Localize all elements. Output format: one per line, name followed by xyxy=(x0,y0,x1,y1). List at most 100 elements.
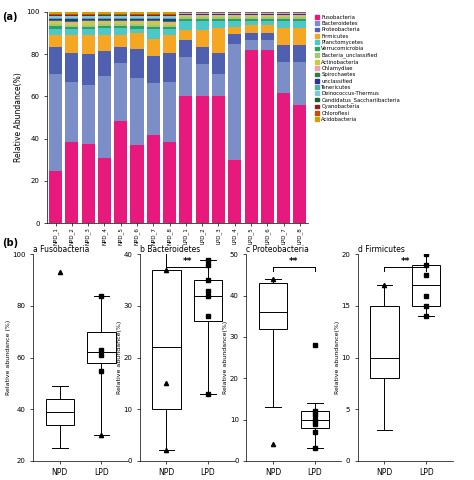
Bar xyxy=(114,14,127,15)
Bar xyxy=(179,57,192,96)
Bar xyxy=(163,21,176,22)
Bar xyxy=(194,280,222,322)
Bar xyxy=(82,23,95,24)
Bar xyxy=(212,13,225,14)
Text: b Bacteroidetes: b Bacteroidetes xyxy=(140,245,200,253)
Bar xyxy=(82,14,95,15)
Bar xyxy=(49,19,62,20)
Bar xyxy=(277,61,290,94)
Bar xyxy=(98,26,111,28)
Text: **: ** xyxy=(289,257,299,266)
Bar xyxy=(65,22,78,23)
Bar xyxy=(82,20,95,22)
Bar xyxy=(65,142,78,223)
Bar xyxy=(65,18,78,20)
Bar xyxy=(130,19,144,20)
Bar xyxy=(114,18,127,19)
Bar xyxy=(114,22,127,24)
Bar xyxy=(130,14,144,15)
Bar xyxy=(114,26,127,28)
Bar xyxy=(196,96,209,223)
Bar xyxy=(212,16,225,17)
Bar xyxy=(196,13,209,14)
Bar xyxy=(98,75,111,157)
Bar xyxy=(130,15,144,16)
Bar xyxy=(82,24,95,26)
Bar xyxy=(163,16,176,18)
Bar xyxy=(196,47,209,64)
Bar xyxy=(412,265,440,306)
Bar xyxy=(147,20,160,22)
Bar xyxy=(65,52,78,83)
Bar xyxy=(82,29,95,35)
Bar xyxy=(261,13,274,14)
Bar xyxy=(130,23,144,24)
Bar xyxy=(293,15,307,16)
Bar xyxy=(114,19,127,20)
Bar xyxy=(147,18,160,19)
Bar xyxy=(196,21,209,30)
Bar xyxy=(261,34,274,40)
Bar xyxy=(130,12,144,14)
Bar xyxy=(114,24,127,26)
Bar xyxy=(277,21,290,27)
Bar xyxy=(163,52,176,83)
Bar xyxy=(196,30,209,47)
Bar xyxy=(179,30,192,40)
Bar xyxy=(82,12,95,14)
Bar xyxy=(87,332,116,363)
Bar xyxy=(147,23,160,24)
Bar xyxy=(163,29,176,36)
Bar xyxy=(130,24,144,26)
Bar xyxy=(152,270,181,409)
Bar xyxy=(261,21,274,25)
Bar xyxy=(228,44,241,160)
Bar xyxy=(228,13,241,14)
Bar xyxy=(82,144,95,223)
Bar xyxy=(65,12,78,14)
Bar xyxy=(65,36,78,52)
Bar xyxy=(245,21,257,25)
Bar xyxy=(196,19,209,21)
Bar xyxy=(293,62,307,105)
Bar xyxy=(49,14,62,15)
Bar xyxy=(245,50,257,223)
Text: c Proteobacteria: c Proteobacteria xyxy=(246,245,310,253)
Bar xyxy=(130,16,144,18)
Bar xyxy=(261,19,274,21)
Bar xyxy=(147,83,160,135)
Bar xyxy=(49,26,62,29)
Bar xyxy=(277,27,290,45)
Bar xyxy=(293,17,307,19)
Bar xyxy=(82,85,95,144)
Bar xyxy=(98,157,111,223)
Bar xyxy=(212,19,225,21)
Bar xyxy=(49,171,62,223)
Bar xyxy=(114,35,127,47)
Bar xyxy=(114,63,127,120)
Bar xyxy=(49,21,62,23)
Bar xyxy=(65,27,78,29)
Bar xyxy=(228,19,241,21)
Text: a Fusobacteria: a Fusobacteria xyxy=(33,245,90,253)
Bar xyxy=(114,16,127,18)
Y-axis label: Relative Abundance(%): Relative Abundance(%) xyxy=(15,73,24,162)
Bar xyxy=(65,16,78,18)
Bar xyxy=(49,18,62,19)
Bar xyxy=(370,306,399,378)
Bar xyxy=(130,26,144,29)
Bar xyxy=(49,20,62,21)
Bar xyxy=(245,19,257,21)
Text: d Firmicutes: d Firmicutes xyxy=(358,245,405,253)
Bar xyxy=(114,21,127,22)
Bar xyxy=(98,24,111,26)
Bar xyxy=(65,25,78,27)
Bar xyxy=(293,45,307,62)
Bar xyxy=(147,16,160,18)
Bar xyxy=(259,283,287,329)
Bar xyxy=(245,34,257,40)
Bar xyxy=(163,27,176,29)
Bar xyxy=(147,26,160,29)
Bar xyxy=(98,14,111,15)
Bar xyxy=(147,22,160,23)
